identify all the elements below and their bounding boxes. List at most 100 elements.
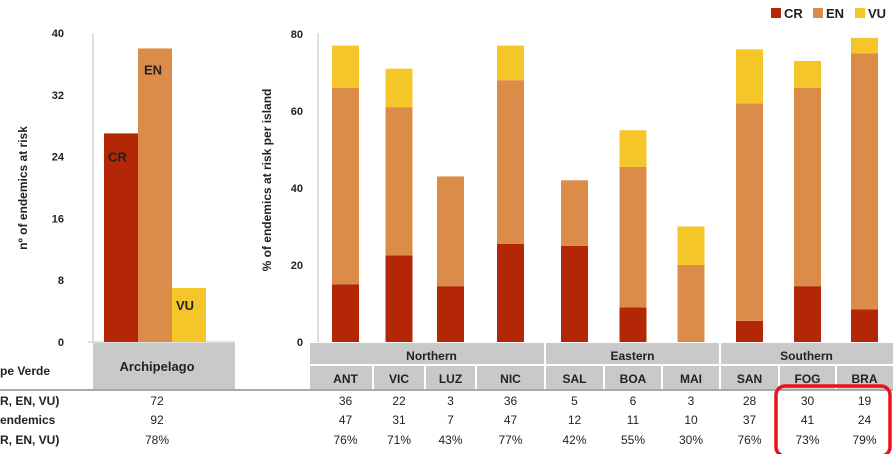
legend-label-en: EN <box>826 6 844 21</box>
island-label-san: SAN <box>737 372 762 386</box>
island-header: Northern Eastern Southern ANT VIC LUZ NIC SAL BO… <box>310 343 893 389</box>
table-cell: 3 <box>447 394 454 408</box>
table-cell: 77% <box>498 433 522 447</box>
island-label-nic: NIC <box>500 372 521 386</box>
left-y-ticks: 0 8 16 24 32 40 <box>52 28 65 349</box>
right-y-tick: 0 <box>297 337 303 349</box>
bar-ant-cr <box>332 284 359 342</box>
table-cell: 12 <box>568 413 582 427</box>
island-label-luz: LUZ <box>439 372 462 386</box>
table-cell: 3 <box>688 394 695 408</box>
island-label-vic: VIC <box>389 372 409 386</box>
table-cell: 76% <box>737 433 761 447</box>
right-bars <box>332 37 878 342</box>
bar-fog-cr <box>794 286 821 342</box>
left-bars: CR EN VU <box>104 48 206 342</box>
island-chart: 0 20 40 60 80 % of endemics at risk per isla… <box>260 29 893 389</box>
bar-vic-cr <box>385 255 413 342</box>
group-label-southern: Southern <box>780 349 833 363</box>
table-row-label: endemics <box>0 413 56 427</box>
bar-nic-en <box>497 80 524 244</box>
table-cell: 11 <box>627 413 640 427</box>
right-y-tick: 60 <box>291 106 303 118</box>
archipelago-label: Archipelago <box>119 359 194 374</box>
island-label-ant: ANT <box>333 372 358 386</box>
archipelago-header <box>93 343 235 389</box>
left-y-tick: 8 <box>58 275 64 287</box>
bar-en <box>138 48 172 342</box>
table-row-label: R, EN, VU) <box>0 433 59 447</box>
left-y-tick: 32 <box>52 90 64 102</box>
table-cell: 47 <box>339 413 353 427</box>
left-y-tick: 16 <box>52 213 64 225</box>
bar-bra-vu <box>851 37 878 54</box>
bar-mai-vu <box>677 226 705 265</box>
bar-bra-en <box>851 53 878 310</box>
bar-label-en: EN <box>144 62 162 77</box>
table-cell: 30% <box>679 433 703 447</box>
legend-swatch-vu <box>855 8 865 18</box>
bar-boa-en <box>619 166 647 308</box>
table-cell: 10 <box>684 413 698 427</box>
table-cell: 73% <box>795 433 819 447</box>
bar-ant-vu <box>332 45 359 88</box>
bar-sal-en <box>561 180 588 246</box>
bar-vic-en <box>385 107 413 256</box>
bar-vic-vu <box>385 68 413 108</box>
bar-label-cr: CR <box>108 149 127 164</box>
legend-label-vu: VU <box>868 6 886 21</box>
table-cell: 76% <box>333 433 357 447</box>
table-cell: 19 <box>858 394 872 408</box>
table-cell-archipelago: 78% <box>145 433 169 447</box>
table-cell: 36 <box>339 394 353 408</box>
island-label-boa: BOA <box>620 372 647 386</box>
bar-nic-vu <box>497 45 524 81</box>
bar-luz-cr <box>437 286 464 342</box>
bar-boa-vu <box>619 130 647 167</box>
bar-fog-en <box>794 87 821 287</box>
data-table: R, EN, VU) 72 36 22 3 36 5 6 3 28 30 19 endemics 92 47… <box>0 394 877 447</box>
bar-bra-cr <box>851 309 878 342</box>
bar-luz-en <box>437 176 464 287</box>
row-label-cape-verde: pe Verde <box>0 364 50 378</box>
table-cell: 36 <box>504 394 518 408</box>
bar-sal-cr <box>561 245 588 342</box>
island-label-bra: BRA <box>852 372 878 386</box>
table-cell: 6 <box>630 394 637 408</box>
table-cell: 47 <box>504 413 518 427</box>
legend-swatch-cr <box>771 8 781 18</box>
table-cell: 37 <box>743 413 757 427</box>
right-y-tick: 40 <box>291 183 303 195</box>
table-cell-archipelago: 92 <box>150 413 164 427</box>
table-cell: 42% <box>562 433 586 447</box>
table-row-label: R, EN, VU) <box>0 394 59 408</box>
table-cell: 71% <box>387 433 411 447</box>
table-cell: 31 <box>392 413 406 427</box>
group-label-eastern: Eastern <box>610 349 654 363</box>
bar-label-vu: VU <box>176 298 194 313</box>
island-label-sal: SAL <box>563 372 587 386</box>
bar-cr <box>104 133 138 342</box>
left-y-tick: 0 <box>58 337 64 349</box>
left-y-tick: 40 <box>52 28 64 40</box>
bar-vu <box>172 287 206 342</box>
table-cell: 5 <box>571 394 578 408</box>
table-cell: 22 <box>392 394 406 408</box>
bar-ant-en <box>332 87 359 285</box>
left-y-axis-label: nº of endemics at risk <box>16 126 30 250</box>
table-cell: 30 <box>801 394 815 408</box>
island-label-fog: FOG <box>795 372 821 386</box>
table-cell: 43% <box>438 433 462 447</box>
bar-san-vu <box>736 49 763 104</box>
left-y-tick: 24 <box>52 152 65 164</box>
legend-swatch-en <box>813 8 823 18</box>
table-cell: 28 <box>743 394 757 408</box>
bar-san-cr <box>736 320 763 342</box>
bar-nic-cr <box>497 243 524 342</box>
legend-label-cr: CR <box>784 6 803 21</box>
table-cell-archipelago: 72 <box>150 394 164 408</box>
bar-fog-vu <box>794 60 821 88</box>
legend: CR EN VU <box>771 6 886 21</box>
table-cell: 41 <box>801 413 815 427</box>
